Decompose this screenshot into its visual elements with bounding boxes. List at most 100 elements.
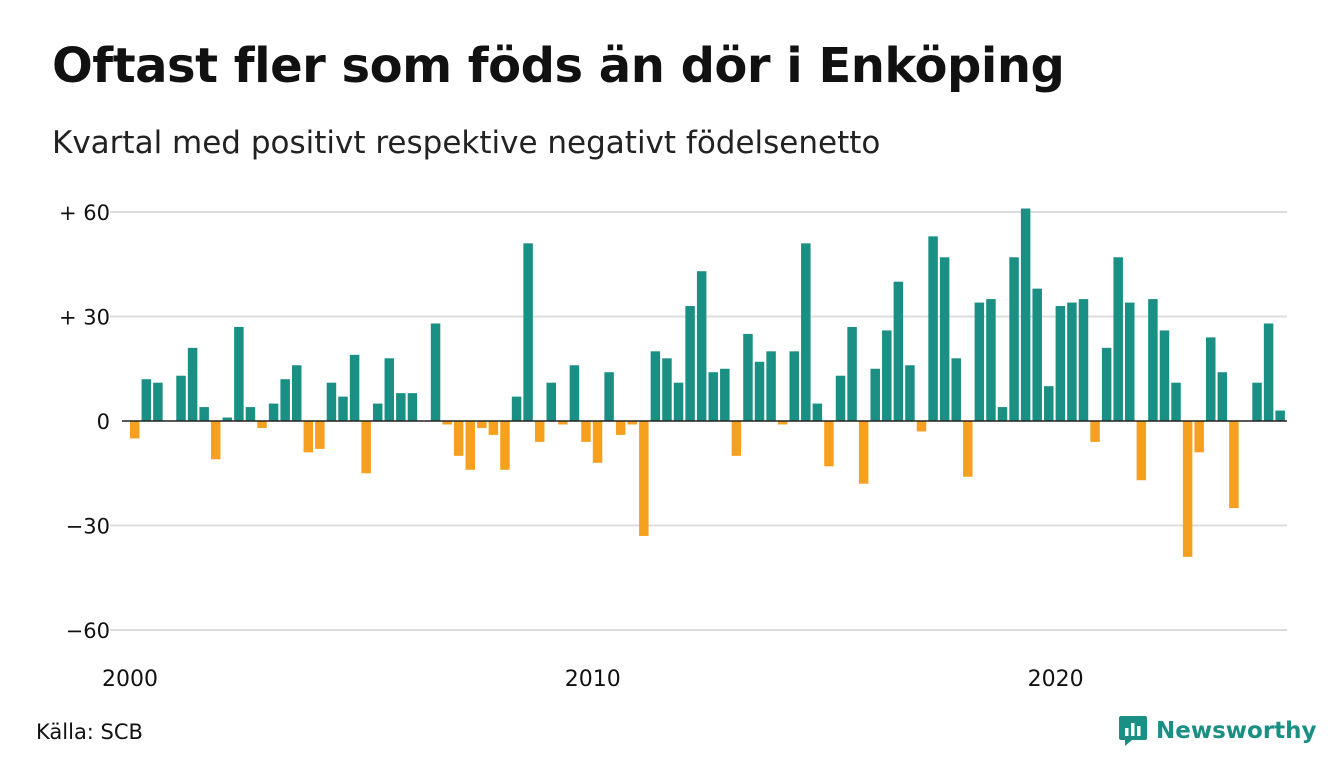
- bars: [130, 208, 1285, 557]
- bar-negative: [488, 421, 499, 435]
- bar-positive: [199, 407, 209, 421]
- bar-positive: [176, 375, 186, 421]
- bar-positive: [1044, 386, 1054, 421]
- bar-positive: [280, 379, 290, 421]
- bar-positive: [1148, 299, 1158, 421]
- bar-negative: [361, 421, 371, 474]
- bar-positive: [905, 365, 915, 421]
- bar-negative: [777, 421, 788, 425]
- bar-positive: [604, 372, 614, 421]
- bar-positive: [847, 326, 857, 421]
- bar-positive: [569, 365, 580, 421]
- bar-positive: [766, 351, 776, 421]
- bar-negative: [465, 421, 476, 470]
- bar-positive: [349, 354, 360, 421]
- bar-negative: [558, 421, 568, 425]
- x-tick-label: 2010: [565, 667, 621, 692]
- bar-negative: [210, 421, 221, 460]
- bar-positive: [153, 382, 163, 421]
- bar-negative: [534, 421, 545, 442]
- bar-positive: [1020, 208, 1031, 421]
- bar-positive: [407, 393, 418, 421]
- bar-positive: [662, 358, 672, 421]
- bar-positive: [384, 358, 395, 421]
- bar-positive: [720, 368, 730, 421]
- bar-negative: [1090, 421, 1100, 442]
- bar-negative: [303, 421, 314, 453]
- bar-positive: [1113, 257, 1123, 421]
- bar-positive: [326, 382, 337, 421]
- bar-positive: [1009, 257, 1019, 421]
- bar-negative: [615, 421, 626, 435]
- bar-negative: [627, 421, 637, 425]
- bar-negative: [916, 421, 927, 432]
- bar-negative: [858, 421, 869, 484]
- bar-positive: [1275, 410, 1285, 421]
- y-tick-label: −60: [66, 619, 110, 643]
- bar-positive: [708, 372, 718, 421]
- bar-positive: [986, 299, 996, 421]
- bar-positive: [997, 407, 1008, 421]
- bar-positive: [1252, 382, 1262, 421]
- bar-positive: [974, 302, 985, 421]
- x-tick-label: 2020: [1028, 667, 1084, 692]
- bar-positive: [1206, 337, 1216, 421]
- chart-subtitle: Kvartal med positivt respektive negativt…: [52, 125, 881, 161]
- x-tick-label: 2000: [102, 667, 158, 692]
- bar-positive: [939, 257, 950, 421]
- bar-negative: [963, 421, 973, 477]
- bar-positive: [870, 368, 880, 421]
- bar-negative: [731, 421, 742, 456]
- bar-negative: [1194, 421, 1204, 453]
- bar-negative: [130, 421, 140, 439]
- axes: + 60 + 30 0 −30 −60 2000 2010 2020: [59, 201, 1287, 692]
- chart-title: Oftast fler som föds än dör i Enköping: [52, 38, 1065, 94]
- bar-negative: [1136, 421, 1147, 481]
- y-tick-label: 0: [97, 410, 110, 434]
- bar-positive: [1032, 288, 1042, 421]
- bar-positive: [1159, 330, 1170, 421]
- bar-positive: [234, 326, 244, 421]
- bar-positive: [245, 407, 256, 421]
- bar-positive: [372, 403, 383, 421]
- bar-positive: [268, 403, 279, 421]
- bar-positive: [546, 382, 557, 421]
- bar-positive: [928, 236, 938, 421]
- bar-positive: [396, 393, 406, 421]
- bar-positive: [338, 396, 348, 421]
- bar-negative: [1229, 421, 1239, 509]
- bar-positive: [222, 417, 233, 421]
- y-tick-label: −30: [66, 515, 110, 539]
- bar-positive: [187, 347, 198, 421]
- bar-positive: [696, 271, 707, 421]
- bar-negative: [639, 421, 649, 536]
- bar-positive: [1067, 302, 1077, 421]
- bar-positive: [812, 403, 823, 421]
- bar-positive: [523, 243, 533, 421]
- bar-positive: [685, 306, 695, 421]
- bar-positive: [1055, 306, 1066, 421]
- bar-chart: + 60 + 30 0 −30 −60 2000 2010 2020: [59, 201, 1287, 692]
- brand-name: Newsworthy: [1156, 718, 1317, 744]
- bar-positive: [430, 323, 441, 421]
- bar-positive: [511, 396, 522, 421]
- bar-positive: [893, 281, 904, 421]
- bar-negative: [477, 421, 487, 428]
- y-tick-label: + 30: [59, 306, 110, 330]
- bar-positive: [789, 351, 799, 421]
- bar-positive: [743, 333, 753, 421]
- bar-negative: [1182, 421, 1193, 557]
- bar-negative: [824, 421, 834, 467]
- bar-positive: [1101, 347, 1112, 421]
- source-note: Källa: SCB: [36, 720, 143, 744]
- bar-positive: [673, 382, 684, 421]
- bar-positive: [1263, 323, 1274, 421]
- bar-positive: [801, 243, 811, 421]
- bar-positive: [1078, 299, 1089, 421]
- gridlines: [110, 211, 1287, 631]
- y-tick-label: + 60: [59, 201, 110, 225]
- bar-positive: [1171, 382, 1181, 421]
- bar-positive: [1217, 372, 1228, 421]
- bar-positive: [951, 358, 961, 421]
- bar-negative: [453, 421, 464, 456]
